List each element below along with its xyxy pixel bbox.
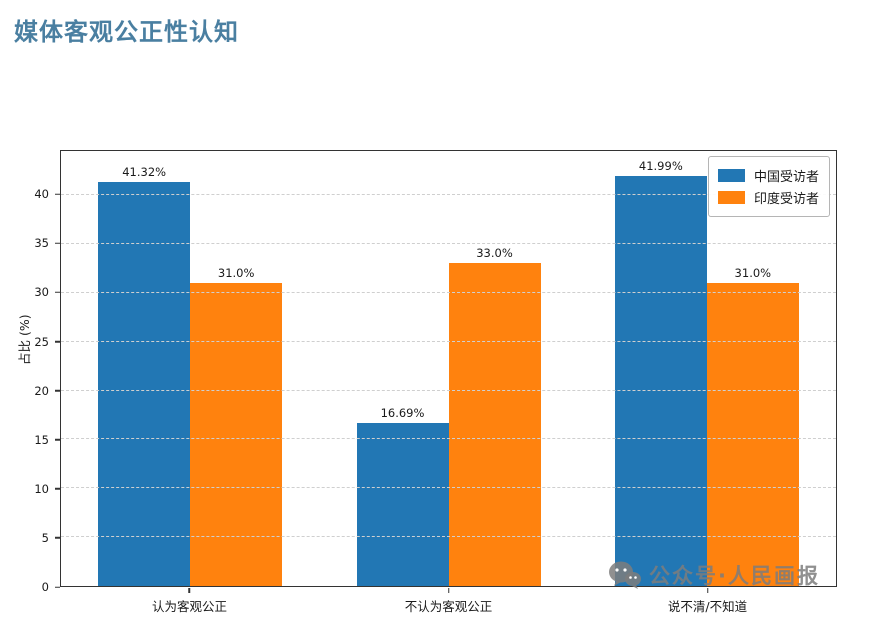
y-tick-mark — [55, 291, 60, 294]
bar-group: 16.69% 33.0% — [356, 151, 541, 586]
gridline — [61, 389, 836, 391]
x-tick-mark — [447, 588, 450, 593]
y-tick-label: 15 — [34, 432, 49, 447]
bar-group: 41.32% 31.0% — [98, 151, 283, 586]
y-axis-label: 占比 (%) — [17, 314, 32, 365]
x-tick-label: 认为客观公正 — [151, 599, 227, 614]
bar-value-label: 41.32% — [122, 165, 167, 180]
gridline — [61, 536, 836, 538]
x-tick-label: 不认为客观公正 — [404, 599, 493, 614]
y-tick-mark — [55, 438, 60, 441]
legend-swatch — [717, 191, 745, 204]
legend-item: 印度受访者 — [717, 188, 819, 207]
x-axis: 认为客观公正 不认为客观公正 说不清/不知道 — [60, 588, 837, 616]
bar-印度受访者-不认为客观公正: 33.0% — [448, 246, 541, 586]
x-tick-mark — [188, 588, 191, 593]
gridline — [61, 487, 836, 489]
legend-label: 中国受访者 — [753, 170, 819, 185]
legend: 中国受访者印度受访者 — [707, 156, 830, 217]
bar-印度受访者-说不清/不知道: 31.0% — [706, 266, 799, 586]
legend-label: 印度受访者 — [753, 192, 819, 207]
y-tick-label: 10 — [34, 481, 49, 496]
bar-value-label: 33.0% — [476, 246, 513, 261]
bar-value-label: 31.0% — [217, 265, 255, 280]
y-tick-label: 0 — [41, 580, 49, 594]
y-tick-mark — [55, 242, 60, 245]
watermark: 公众号·人民画报 — [608, 560, 820, 590]
bar-中国受访者-说不清/不知道: 41.99% — [614, 159, 707, 586]
gridline — [61, 438, 836, 440]
y-tick-mark — [55, 537, 60, 539]
y-axis: 0 5 10 15 20 25 30 35 40 — [0, 150, 60, 594]
x-tick-label: 说不清/不知道 — [667, 599, 748, 614]
y-tick-label: 40 — [34, 187, 49, 202]
chart-title: 媒体客观公正性认知 — [14, 17, 239, 46]
y-tick-mark — [55, 193, 60, 195]
y-tick-mark — [55, 389, 60, 392]
gridline — [61, 194, 836, 195]
y-tick-mark — [55, 340, 60, 343]
y-tick-label: 25 — [34, 334, 49, 349]
y-tick-mark — [55, 488, 60, 490]
y-tick-label: 20 — [34, 383, 49, 398]
bar-value-label: 16.69% — [380, 405, 425, 420]
legend-item: 中国受访者 — [717, 166, 819, 185]
gridline — [61, 242, 836, 244]
bar-中国受访者-认为客观公正: 41.32% — [98, 165, 191, 586]
watermark-text: 公众号·人民画报 — [649, 564, 820, 588]
y-tick-label: 35 — [34, 236, 49, 251]
gridline — [61, 340, 836, 342]
y-tick-mark — [55, 586, 60, 588]
gridline — [61, 291, 836, 293]
y-tick-label: 30 — [34, 285, 49, 300]
y-tick-label: 5 — [41, 530, 49, 545]
bar-value-label: 31.0% — [734, 265, 772, 280]
bar-group: 41.99% 31.0% — [614, 151, 799, 586]
x-tick-mark — [706, 588, 709, 593]
bar-value-label: 41.99% — [638, 158, 683, 173]
plot-area: 41.32% 31.0% 16.69% 33.0% 41.99% 31.0% 中国受访者印度… — [60, 150, 837, 587]
bar-中国受访者-不认为客观公正: 16.69% — [356, 406, 449, 586]
legend-swatch — [717, 169, 745, 182]
wechat-official-account-icon — [608, 560, 642, 590]
bar-印度受访者-认为客观公正: 31.0% — [190, 266, 283, 586]
